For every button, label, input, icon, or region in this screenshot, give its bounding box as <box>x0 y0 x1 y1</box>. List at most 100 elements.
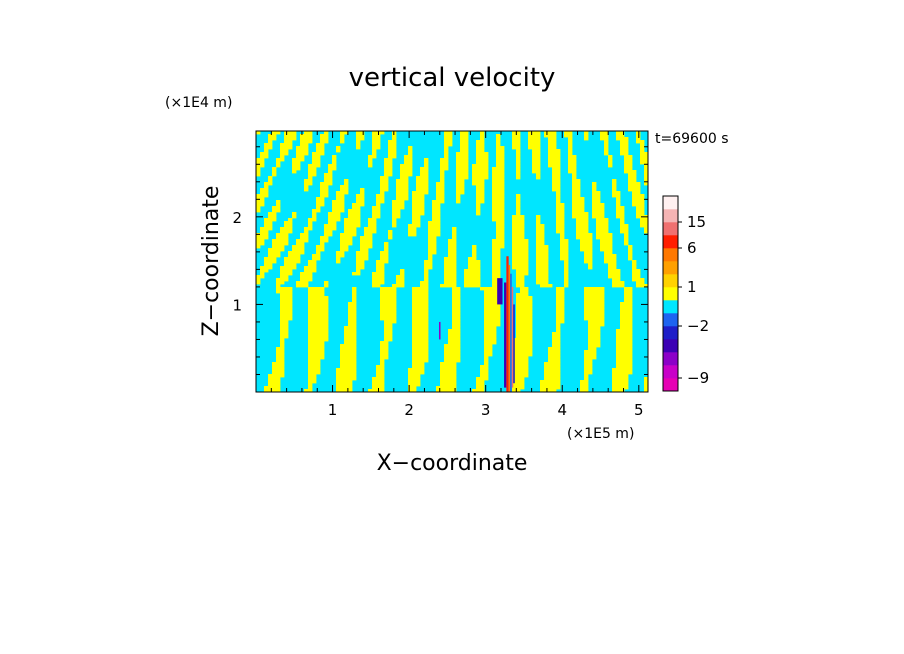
updraft-region <box>300 275 313 279</box>
updraft-region <box>412 311 429 315</box>
updraft-region <box>444 266 457 270</box>
updraft-region <box>556 230 565 234</box>
convective-core-band <box>506 256 509 392</box>
updraft-region <box>556 290 565 294</box>
updraft-region <box>336 374 357 378</box>
updraft-region <box>492 185 505 189</box>
colorbar-swatch <box>663 222 678 236</box>
updraft-region <box>516 335 533 339</box>
colorbar-swatch <box>663 352 678 366</box>
y-axis-unit: (×1E4 m) <box>165 95 232 111</box>
updraft-region <box>368 389 385 392</box>
updraft-region <box>512 260 529 264</box>
updraft-region <box>492 263 501 267</box>
updraft-region <box>344 335 357 339</box>
updraft-region <box>308 305 329 309</box>
updraft-region <box>272 371 285 375</box>
updraft-region <box>380 188 389 192</box>
updraft-region <box>412 329 429 333</box>
updraft-region <box>264 146 273 150</box>
updraft-region <box>412 299 429 303</box>
updraft-region <box>416 188 429 192</box>
updraft-region <box>316 245 325 249</box>
updraft-region <box>336 149 341 153</box>
updraft-region <box>616 209 625 213</box>
updraft-region <box>256 245 261 249</box>
updraft-region <box>280 299 293 303</box>
updraft-region <box>344 182 349 186</box>
updraft-region <box>428 245 437 249</box>
updraft-region <box>480 287 501 291</box>
updraft-region <box>448 341 461 345</box>
updraft-region <box>352 299 357 303</box>
updraft-region <box>256 170 261 174</box>
updraft-region <box>444 275 457 279</box>
updraft-region <box>628 182 641 186</box>
updraft-region <box>584 290 605 294</box>
updraft-region <box>280 314 293 318</box>
updraft-region <box>424 158 429 162</box>
updraft-region <box>376 263 385 267</box>
updraft-region <box>588 335 601 339</box>
updraft-region <box>376 266 385 270</box>
updraft-region <box>268 140 273 144</box>
updraft-region <box>608 275 621 279</box>
updraft-region <box>556 212 565 216</box>
updraft-region <box>612 281 625 285</box>
updraft-region <box>264 224 273 228</box>
updraft-region <box>304 188 309 192</box>
updraft-region <box>344 230 357 234</box>
updraft-region <box>624 164 633 168</box>
updraft-region <box>300 272 313 276</box>
updraft-region <box>592 209 605 213</box>
updraft-region <box>476 377 489 381</box>
updraft-region <box>412 344 429 348</box>
updraft-region <box>352 293 357 297</box>
updraft-region <box>556 200 561 204</box>
updraft-region <box>284 221 293 225</box>
updraft-region <box>444 137 453 141</box>
updraft-region <box>340 239 353 243</box>
updraft-region <box>620 143 629 147</box>
updraft-region <box>412 356 429 360</box>
updraft-region <box>376 197 385 201</box>
updraft-region <box>476 158 489 162</box>
updraft-region <box>440 179 445 183</box>
updraft-region <box>624 158 633 162</box>
updraft-region <box>564 281 569 285</box>
updraft-region <box>380 179 389 183</box>
updraft-region <box>588 323 605 327</box>
updraft-region <box>644 173 648 177</box>
updraft-region <box>444 344 461 348</box>
updraft-region <box>260 152 269 156</box>
updraft-region <box>308 386 313 390</box>
updraft-region <box>464 272 481 276</box>
updraft-region <box>400 164 413 168</box>
updraft-region <box>596 224 609 228</box>
updraft-region <box>640 218 648 222</box>
updraft-region <box>612 278 621 282</box>
updraft-region <box>360 245 373 249</box>
updraft-region <box>332 155 337 159</box>
updraft-region <box>644 167 648 171</box>
updraft-region <box>616 206 625 210</box>
updraft-region <box>412 338 429 342</box>
updraft-region <box>552 341 561 345</box>
updraft-region <box>400 269 405 273</box>
updraft-region <box>532 152 541 156</box>
updraft-region <box>372 206 381 210</box>
updraft-region <box>308 329 329 333</box>
updraft-region <box>536 236 545 240</box>
updraft-region <box>480 374 489 378</box>
updraft-region <box>388 155 397 159</box>
updraft-region <box>560 251 569 255</box>
convective-core-band <box>508 265 511 392</box>
updraft-region <box>444 152 449 156</box>
updraft-region <box>576 221 589 225</box>
updraft-region <box>280 275 289 279</box>
updraft-region <box>636 206 645 210</box>
updraft-region <box>580 383 589 387</box>
updraft-region <box>292 212 297 216</box>
updraft-region <box>592 188 597 192</box>
updraft-region <box>440 161 449 165</box>
